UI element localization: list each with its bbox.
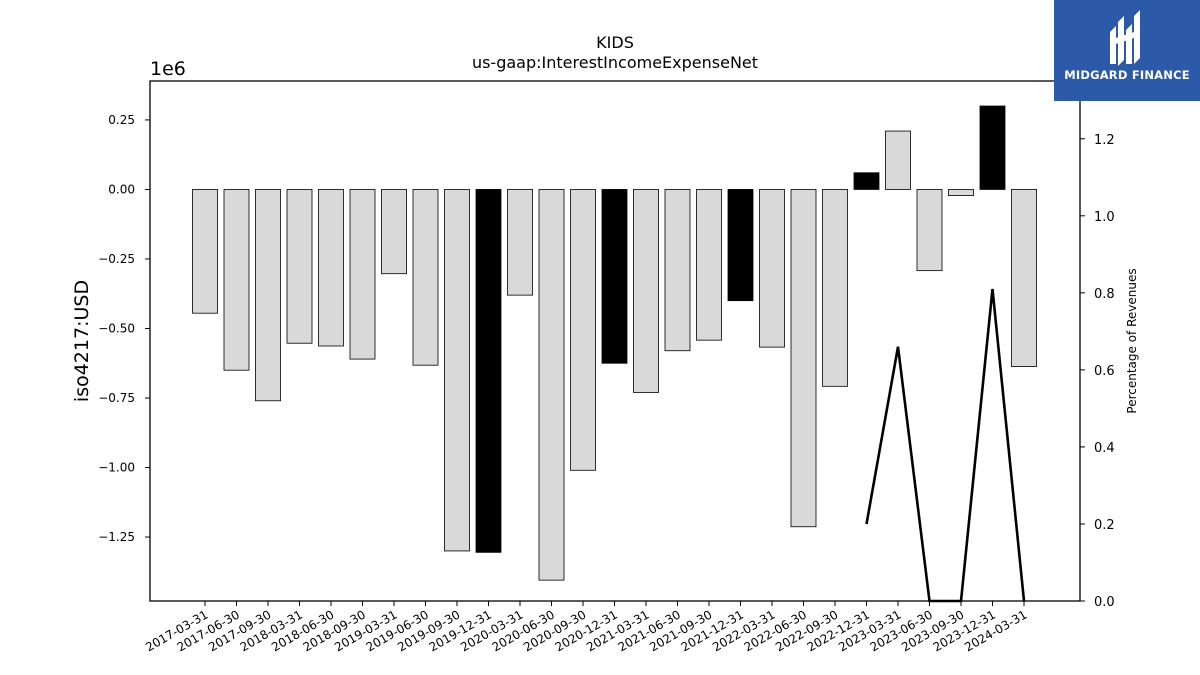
bar-2017-09-30 — [255, 189, 281, 402]
chart-title: KIDS — [596, 33, 634, 52]
bar-2021-03-31 — [633, 189, 659, 393]
bar-2017-03-31 — [192, 189, 218, 314]
bar-2022-09-30 — [822, 189, 848, 387]
y2-tick-label: 0.0 — [1094, 595, 1115, 610]
y-tick-label: −1.25 — [98, 530, 135, 544]
y-axis-label: iso4217:USD — [71, 280, 93, 402]
y2-tick-label: 1.2 — [1094, 133, 1115, 148]
bar-2023-12-31 — [979, 105, 1006, 190]
logo-mark-icon — [1110, 10, 1140, 66]
bar-2019-09-30 — [444, 189, 470, 552]
bar-2018-03-31 — [286, 189, 313, 344]
y2-tick-label: 1.0 — [1094, 210, 1115, 225]
y2-tick-label: 0.2 — [1094, 518, 1115, 533]
chart-subtitle: us-gaap:InterestIncomeExpenseNet — [472, 53, 758, 72]
y-tick-label: −0.75 — [98, 391, 135, 405]
bar-2020-06-30 — [538, 189, 565, 581]
y-tick-label: 0.00 — [108, 182, 135, 196]
x-axis: 2017-03-312017-06-302017-09-302018-03-31… — [143, 601, 1030, 654]
y2-tick-label: 0.8 — [1094, 287, 1115, 302]
y-tick-label: −0.50 — [98, 321, 135, 335]
bar-2023-06-30 — [916, 189, 943, 272]
bar-2022-06-30 — [790, 189, 817, 528]
revenue-percentage-line — [865, 288, 1026, 603]
y-scale-label: 1e6 — [150, 58, 186, 80]
bar-2018-09-30 — [349, 189, 376, 360]
y2-tick-label: 0.6 — [1094, 364, 1115, 379]
bar-2020-12-31 — [601, 189, 628, 364]
y-tick-label: 0.25 — [108, 113, 135, 127]
bar-2019-06-30 — [412, 189, 439, 366]
bar-2022-03-31 — [759, 189, 785, 348]
bar-2020-09-30 — [570, 189, 596, 471]
y-tick-label: −0.25 — [98, 252, 135, 266]
bar-2021-12-31 — [727, 189, 754, 302]
bar-2023-09-30 — [948, 189, 974, 196]
y2-axis-label: Percentage of Revenues — [1125, 268, 1139, 413]
bar-layer — [192, 105, 1037, 581]
y2-axis: 0.0 0.2 0.4 0.6 0.8 1.0 1.2 — [1080, 133, 1115, 610]
bar-2021-09-30 — [696, 189, 722, 341]
bar-2019-03-31 — [381, 189, 407, 275]
y-tick-label: −1.00 — [98, 461, 135, 475]
bar-2023-03-31 — [885, 130, 911, 190]
bar-2019-12-31 — [475, 189, 502, 553]
bar-2020-03-31 — [507, 189, 533, 296]
bar-2022-12-31 — [853, 172, 880, 190]
line-layer — [865, 288, 1026, 603]
bar-2024-03-31 — [1011, 189, 1037, 367]
bar-2021-06-30 — [664, 189, 691, 352]
logo-text: MIDGARD FINANCE — [1064, 68, 1190, 82]
bar-2018-06-30 — [318, 189, 344, 347]
bar-2017-06-30 — [223, 189, 250, 371]
y2-tick-label: 0.4 — [1094, 441, 1115, 456]
y-axis: 0.25 0.00 −0.25 −0.50 −0.75 −1.00 −1.25 — [98, 113, 150, 544]
brand-logo: MIDGARD FINANCE — [1054, 0, 1200, 101]
